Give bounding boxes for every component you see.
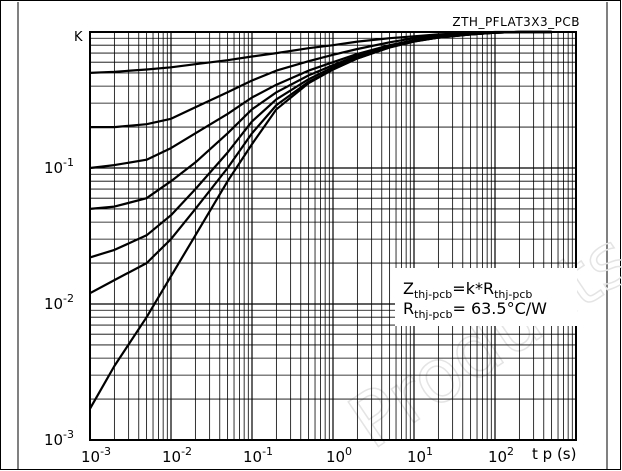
y-tick-label: 10-2 [44,292,74,313]
x-tick-label: 101 [407,445,433,466]
annotation-r2-sub: thj-pcb [414,308,452,321]
y-axis-label: K [74,30,83,45]
x-tick-label: 10-2 [162,445,192,466]
series-layer [89,30,552,410]
x-tick-label: 10-1 [243,445,273,466]
annotation-r-sub: thj-pcb [494,288,532,301]
x-tick-label: 100 [326,445,352,466]
x-tick-label: 102 [488,445,514,466]
annotation-z: Z [403,279,414,298]
y-tick-label: 10-3 [44,428,74,449]
annotation-r: R [403,299,414,318]
annotation-eq: =k*R [452,279,494,298]
chart-title: ZTH_PFLAT3X3_PCB [452,15,580,29]
series-line-7 [89,30,552,410]
annotation-box [395,268,577,326]
tick-labels: 10-3 10-2 10-1 100 101 102 10-1 10-2 10-3 [44,156,514,466]
x-tick-label: 10-3 [81,445,111,466]
annotation-z-sub: thj-pcb [414,288,452,301]
plot-area-border [89,31,577,441]
annotation-line-1: Zthj-pcb=k*Rthj-pcb [403,279,532,301]
y-tick-label: 10-1 [44,156,74,177]
annotation-line-2: Rthj-pcb= 63.5°C/W [403,299,547,321]
x-axis-label: t p (s) [532,445,576,463]
annotation-value: = 63.5°C/W [452,299,547,318]
